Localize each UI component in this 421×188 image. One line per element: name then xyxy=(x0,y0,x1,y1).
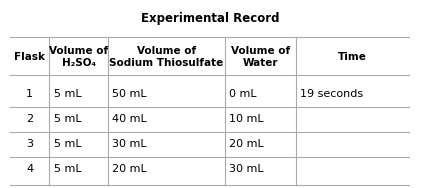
Text: Time: Time xyxy=(338,52,367,62)
Text: Volume of
Sodium Thiosulfate: Volume of Sodium Thiosulfate xyxy=(109,46,224,68)
Text: 3: 3 xyxy=(26,139,33,149)
Text: Flask: Flask xyxy=(14,52,45,62)
Text: 5 mL: 5 mL xyxy=(53,164,81,174)
Text: 5 mL: 5 mL xyxy=(53,89,81,99)
Text: 2: 2 xyxy=(26,114,33,124)
Text: Volume of
Water: Volume of Water xyxy=(231,46,290,68)
Text: 10 mL: 10 mL xyxy=(229,114,264,124)
Text: Experimental Record: Experimental Record xyxy=(141,11,280,25)
Text: 0 mL: 0 mL xyxy=(229,89,257,99)
Text: 50 mL: 50 mL xyxy=(112,89,147,99)
Text: 20 mL: 20 mL xyxy=(112,164,147,174)
Text: 20 mL: 20 mL xyxy=(229,139,264,149)
Text: Volume of
H₂SO₄: Volume of H₂SO₄ xyxy=(49,46,108,68)
Text: 30 mL: 30 mL xyxy=(112,139,147,149)
Text: 5 mL: 5 mL xyxy=(53,114,81,124)
Text: 4: 4 xyxy=(26,164,33,174)
Text: 30 mL: 30 mL xyxy=(229,164,264,174)
Text: 1: 1 xyxy=(26,89,33,99)
Text: 19 seconds: 19 seconds xyxy=(301,89,364,99)
Text: 5 mL: 5 mL xyxy=(53,139,81,149)
Text: 40 mL: 40 mL xyxy=(112,114,147,124)
